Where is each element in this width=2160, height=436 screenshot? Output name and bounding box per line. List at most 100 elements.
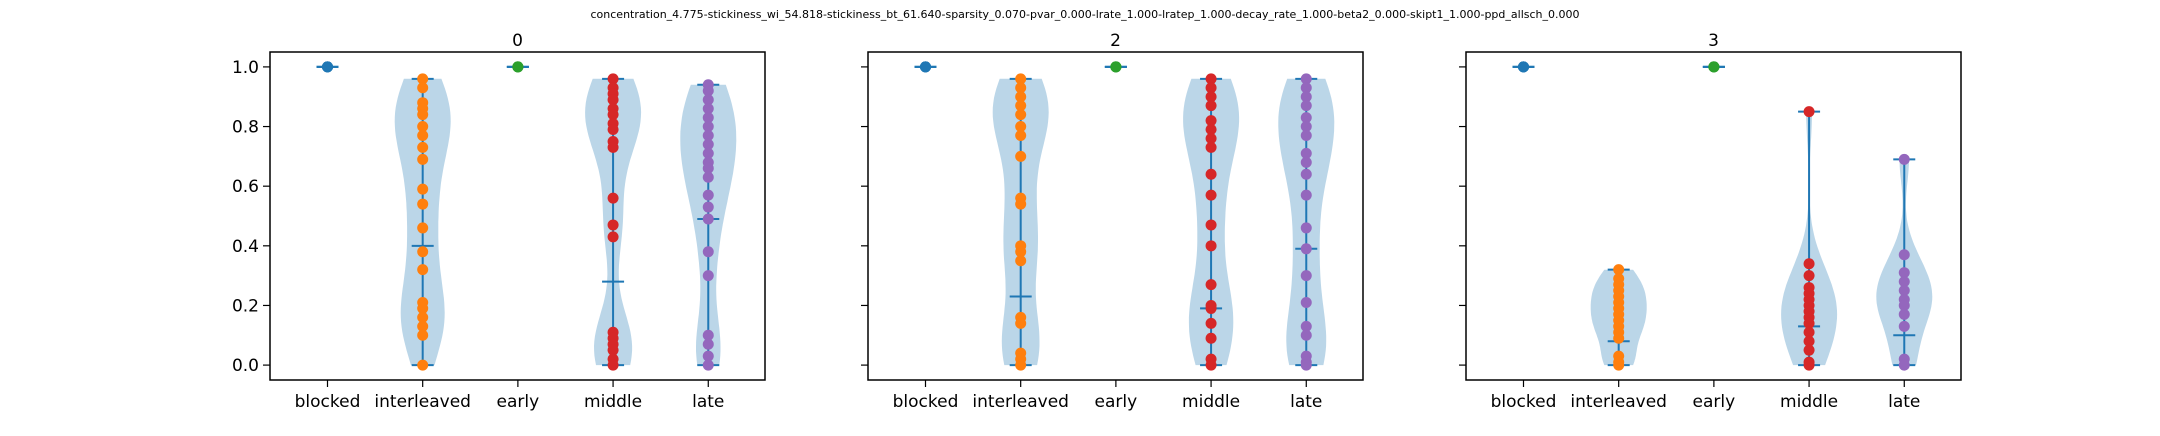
data-point [417,198,429,210]
data-point [1898,276,1910,288]
data-point [1015,198,1027,210]
data-point [1015,317,1027,329]
data-point [417,183,429,195]
data-point [1015,121,1027,133]
data-point [1300,168,1312,180]
panel-2: 3 blocked interleaved early middle late [1459,31,1962,412]
data-point [702,359,714,371]
data-point [1898,153,1910,165]
data-point [1898,267,1910,279]
data-point [702,213,714,225]
x-tick-label: interleaved [374,392,471,412]
y-tick-label: 0.0 [232,356,259,376]
data-point [1300,121,1312,133]
y-tick-label: 0.2 [232,296,259,316]
data-point [702,162,714,174]
y-tick-label: 0.4 [232,237,259,257]
data-point [417,302,429,314]
data-point [1300,91,1312,103]
data-point [919,61,931,73]
data-point [1205,124,1217,136]
data-point [1015,109,1027,121]
data-point [702,112,714,124]
data-point [1708,61,1720,73]
data-point [1015,129,1027,141]
data-point [702,147,714,159]
x-tick-label: blocked [1491,392,1557,412]
data-point [1300,129,1312,141]
x-tick-label: late [1290,392,1322,412]
data-point [1300,112,1312,124]
data-point [1803,270,1815,282]
x-tick-label: early [1693,392,1736,412]
data-point [417,73,429,85]
data-point [1015,100,1027,112]
data-point [607,94,619,106]
x-tick-label: middle [1780,392,1838,412]
data-point [1300,156,1312,168]
data-point [1898,299,1910,311]
axes-frame [867,51,1364,381]
data-point [1205,168,1217,180]
data-point [1300,100,1312,112]
panel-title: 2 [1110,31,1121,51]
data-point [1300,147,1312,159]
data-point [1205,359,1217,371]
data-point [417,109,429,121]
data-point [1205,332,1217,344]
data-point [1300,73,1312,85]
data-point [607,124,619,136]
data-point [1205,100,1217,112]
data-point [1803,335,1815,347]
data-point [607,219,619,231]
data-point [607,344,619,356]
data-point [1015,246,1027,258]
data-point [1110,61,1122,73]
x-tick-label: middle [1182,392,1240,412]
x-tick-label: interleaved [972,392,1069,412]
data-point [1205,132,1217,144]
panels: 0 0.0 0.2 0.4 0.6 0.8 1.0 blocked interleaved ear… [232,31,1962,412]
data-point [1015,82,1027,94]
data-point [702,85,714,97]
data-point [702,270,714,282]
x-tick-label: interleaved [1570,392,1667,412]
y-tick-label: 0.8 [232,118,259,138]
data-point [417,82,429,94]
data-point [1300,320,1312,332]
data-point [607,192,619,204]
data-point [702,338,714,350]
data-point [1205,91,1217,103]
data-point [702,201,714,213]
data-point [1300,82,1312,94]
data-point [1015,255,1027,267]
data-point [1300,222,1312,234]
axes-frame [1465,51,1962,381]
data-point [417,222,429,234]
x-tick-label: blocked [295,392,361,412]
x-tick-label: early [1095,392,1138,412]
data-point [1898,249,1910,261]
data-point [1898,308,1910,320]
data-point [1015,150,1027,162]
data-point [417,246,429,258]
data-point [702,121,714,133]
data-point [1613,332,1625,344]
data-point [1803,326,1815,338]
data-point [1205,240,1217,252]
data-point [702,189,714,201]
panel-title: 3 [1708,31,1719,51]
data-point [1517,61,1529,73]
figure-suptitle: concentration_4.775-stickiness_wi_54.818… [591,8,1580,21]
data-point [1300,329,1312,341]
data-point [1803,106,1815,118]
data-point [417,121,429,133]
data-point [1015,91,1027,103]
x-tick-label: blocked [893,392,959,412]
panel-1: 2 blocked interleaved early middle late [861,31,1364,412]
data-point [1205,219,1217,231]
data-point [1015,73,1027,85]
data-point [1205,317,1217,329]
